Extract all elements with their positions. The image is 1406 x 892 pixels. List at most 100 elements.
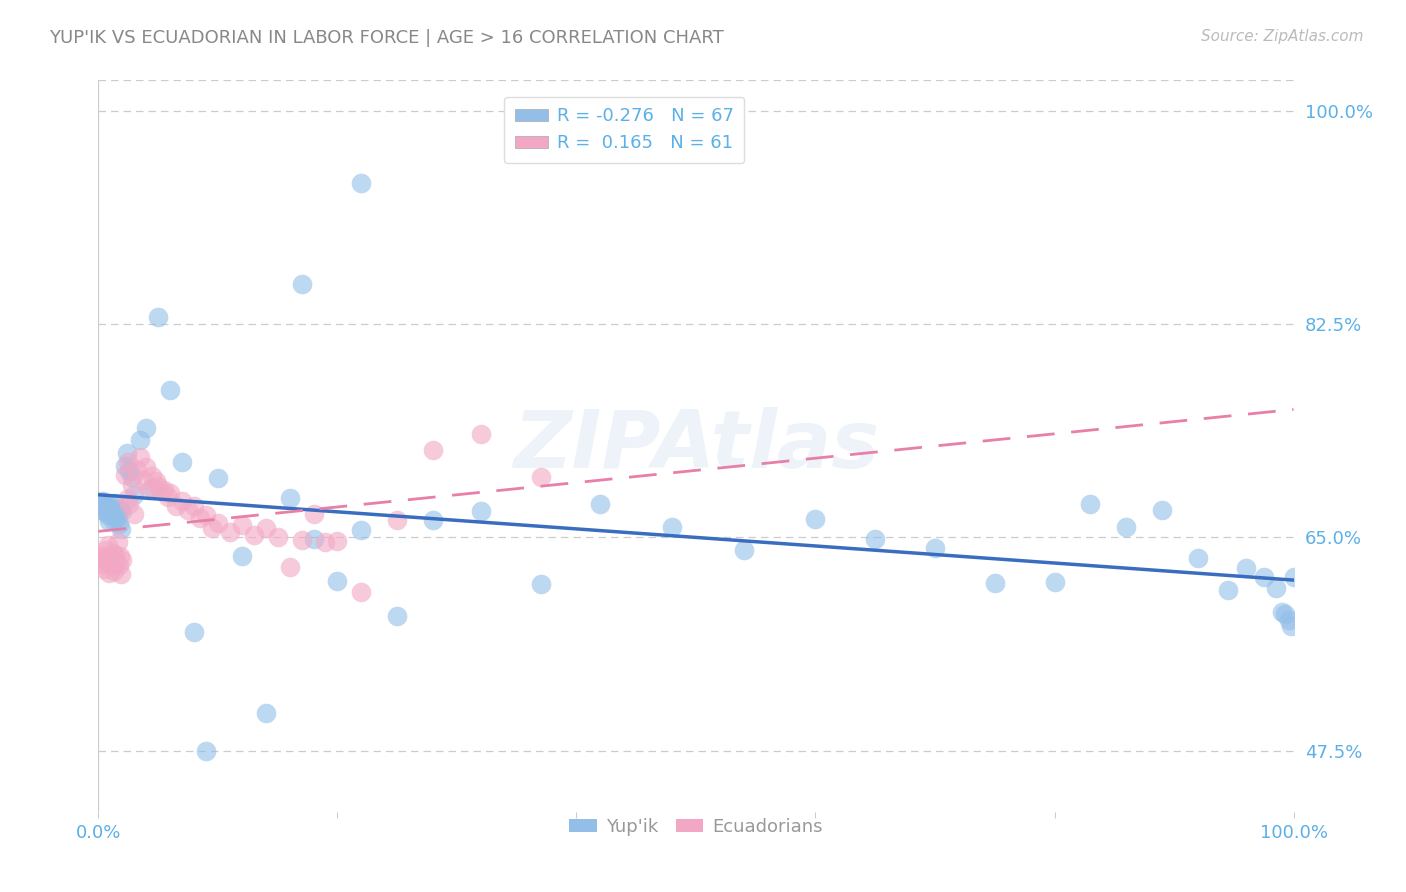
Point — [1264, 581, 1286, 595]
Point — [470, 427, 492, 442]
Text: ZIPAtlas: ZIPAtlas — [513, 407, 879, 485]
Point — [267, 530, 290, 544]
Point — [1043, 575, 1066, 590]
Point — [172, 455, 194, 469]
Point — [98, 566, 121, 580]
Point — [422, 513, 444, 527]
Point — [530, 577, 553, 591]
Point — [302, 533, 325, 547]
Point — [470, 504, 492, 518]
Point — [291, 277, 314, 292]
Point — [148, 479, 170, 493]
Point — [231, 518, 253, 533]
Point — [733, 542, 755, 557]
Point — [121, 477, 143, 491]
Point — [107, 558, 129, 573]
Point — [188, 510, 211, 524]
Point — [118, 464, 141, 478]
Point — [93, 562, 115, 576]
Point — [984, 576, 1007, 591]
Point — [207, 471, 229, 485]
Point — [98, 553, 122, 567]
Point — [101, 546, 124, 560]
Point — [89, 497, 111, 511]
Point — [278, 491, 301, 506]
Point — [124, 507, 146, 521]
Point — [254, 520, 277, 534]
Point — [141, 481, 163, 495]
Point — [101, 508, 124, 522]
Point — [1278, 613, 1301, 627]
Point — [1234, 561, 1257, 575]
Point — [1080, 497, 1102, 511]
Point — [100, 502, 122, 516]
Point — [165, 499, 187, 513]
Point — [172, 493, 194, 508]
Point — [1216, 582, 1239, 597]
Point — [350, 524, 373, 538]
Point — [177, 503, 200, 517]
Point — [97, 508, 120, 523]
Point — [183, 499, 205, 513]
Point — [1282, 570, 1305, 584]
Point — [159, 486, 181, 500]
Point — [804, 511, 827, 525]
Point — [115, 446, 138, 460]
Point — [385, 513, 409, 527]
Point — [91, 494, 114, 508]
Point — [145, 474, 167, 488]
Point — [90, 502, 112, 516]
Point — [108, 501, 131, 516]
Point — [98, 499, 122, 513]
Point — [219, 525, 242, 540]
Point — [1115, 519, 1137, 533]
Point — [91, 550, 114, 565]
Point — [135, 420, 157, 434]
Point — [326, 574, 349, 588]
Point — [159, 383, 181, 397]
Point — [156, 490, 179, 504]
Point — [125, 463, 148, 477]
Point — [589, 497, 612, 511]
Point — [278, 559, 301, 574]
Point — [195, 744, 218, 758]
Point — [117, 455, 139, 469]
Point — [865, 533, 887, 547]
Point — [114, 458, 136, 473]
Point — [115, 491, 138, 506]
Point — [138, 483, 160, 497]
Point — [94, 505, 117, 519]
Point — [231, 549, 253, 563]
Point — [195, 508, 218, 523]
Point — [111, 504, 134, 518]
Point — [129, 434, 152, 448]
Point — [90, 549, 112, 563]
Point — [107, 510, 129, 524]
Point — [91, 557, 114, 571]
Point — [1152, 502, 1174, 516]
Point — [107, 517, 129, 532]
Point — [118, 497, 141, 511]
Point — [201, 520, 224, 534]
Point — [104, 496, 127, 510]
Point — [135, 459, 157, 474]
Point — [107, 534, 129, 549]
Text: Source: ZipAtlas.com: Source: ZipAtlas.com — [1201, 29, 1364, 44]
Point — [93, 495, 115, 509]
Point — [111, 553, 134, 567]
Point — [1274, 607, 1296, 622]
Point — [385, 609, 409, 624]
Point — [110, 522, 132, 536]
Point — [105, 508, 128, 522]
Point — [91, 499, 114, 513]
Point — [132, 473, 155, 487]
Point — [243, 528, 266, 542]
Point — [141, 469, 163, 483]
Point — [422, 442, 444, 457]
Point — [924, 541, 946, 555]
Point — [326, 534, 349, 549]
Point — [350, 176, 373, 190]
Point — [530, 469, 553, 483]
Point — [661, 520, 683, 534]
Point — [100, 558, 122, 573]
